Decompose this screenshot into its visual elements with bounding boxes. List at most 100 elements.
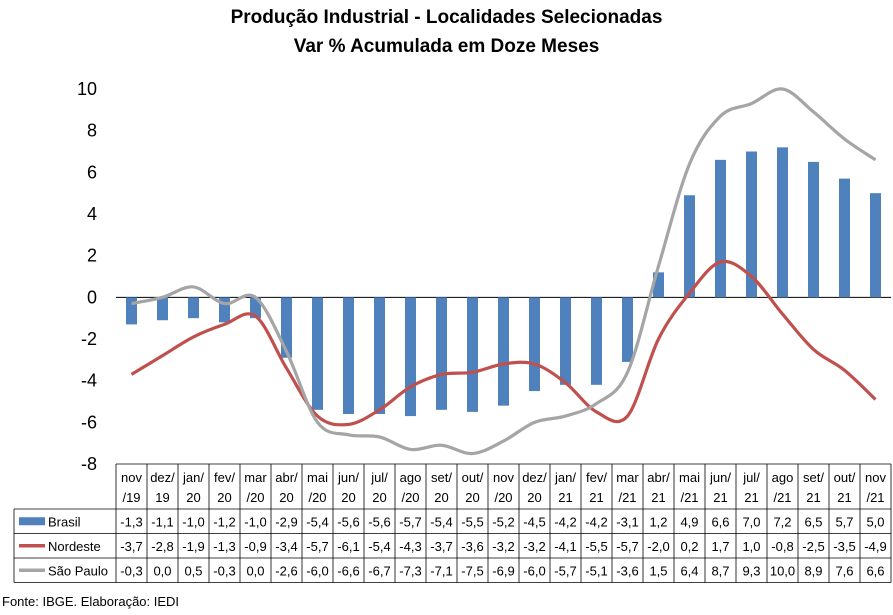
data-label: -4,2 <box>554 514 576 529</box>
bar-brasil <box>560 297 571 385</box>
data-label: -2,8 <box>151 539 173 554</box>
x-tick-label: 21 <box>744 490 758 505</box>
x-tick-label: 20 <box>465 490 479 505</box>
bar-brasil <box>870 193 881 298</box>
data-label: 4,9 <box>680 514 698 529</box>
x-tick-label: 21 <box>806 490 820 505</box>
x-tick-label: nov <box>865 470 886 485</box>
data-label: -4,5 <box>523 514 545 529</box>
x-tick-label: 21 <box>558 490 572 505</box>
data-label: -3,2 <box>523 539 545 554</box>
data-label: 6,5 <box>804 514 822 529</box>
x-tick-label: mar <box>244 470 267 485</box>
data-label: -5,6 <box>368 514 390 529</box>
data-label: 0,5 <box>184 563 202 578</box>
data-label: -1,3 <box>120 514 142 529</box>
data-label: -5,1 <box>585 563 607 578</box>
bar-brasil <box>684 195 695 298</box>
x-tick-label: 20 <box>217 490 231 505</box>
bar-brasil <box>281 297 292 358</box>
legend-label: São Paulo <box>48 563 108 578</box>
data-label: 6,6 <box>711 514 729 529</box>
y-tick-label: 0 <box>87 287 97 307</box>
data-label: -1,9 <box>182 539 204 554</box>
y-tick-label: -4 <box>81 371 97 391</box>
chart-subtitle: Var % Acumulada em Doze Meses <box>293 36 600 57</box>
x-tick-label: /20 <box>308 490 326 505</box>
x-tick-label: 20 <box>341 490 355 505</box>
x-tick-label: 20 <box>434 490 448 505</box>
bar-brasil <box>126 297 137 325</box>
data-label: -3,6 <box>616 563 638 578</box>
x-tick-label: set/ <box>431 470 452 485</box>
data-label: -6,1 <box>337 539 359 554</box>
x-tick-label: jan/ <box>554 470 576 485</box>
data-label: -2,6 <box>275 563 297 578</box>
data-label: -5,7 <box>306 539 328 554</box>
data-label: -3,7 <box>430 539 452 554</box>
x-tick-label: /20 <box>401 490 419 505</box>
data-label: 7,6 <box>835 563 853 578</box>
data-label: -6,0 <box>523 563 545 578</box>
x-tick-label: /21 <box>866 490 884 505</box>
bar-brasil <box>467 297 478 412</box>
data-label: -0,3 <box>213 563 235 578</box>
data-label: 0,0 <box>246 563 264 578</box>
bar-brasil <box>591 297 602 385</box>
data-label: 7,2 <box>773 514 791 529</box>
data-label: 5,0 <box>866 514 884 529</box>
x-tick-label: fev/ <box>586 470 607 485</box>
x-tick-label: mai <box>679 470 700 485</box>
data-label: 10,0 <box>770 563 795 578</box>
x-tick-label: abr/ <box>275 470 298 485</box>
x-tick-label: jun/ <box>337 470 359 485</box>
data-label: -5,2 <box>492 514 514 529</box>
chart-title: Produção Industrial - Localidades Seleci… <box>230 7 663 28</box>
data-label: -5,4 <box>430 514 452 529</box>
data-label: -0,8 <box>771 539 793 554</box>
data-label: -0,9 <box>244 539 266 554</box>
data-label: 1,2 <box>649 514 667 529</box>
data-label: -2,9 <box>275 514 297 529</box>
data-label: 0,0 <box>153 563 171 578</box>
data-label: -1,1 <box>151 514 173 529</box>
data-label: -3,1 <box>616 514 638 529</box>
data-label: -4,3 <box>399 539 421 554</box>
data-label: -4,9 <box>864 539 886 554</box>
x-tick-label: 20 <box>527 490 541 505</box>
data-label: -6,0 <box>306 563 328 578</box>
data-label: -3,5 <box>833 539 855 554</box>
x-tick-label: out/ <box>834 470 856 485</box>
bar-brasil <box>436 297 447 410</box>
bar-brasil <box>188 297 199 319</box>
data-label: -1,0 <box>244 514 266 529</box>
x-tick-label: mar <box>616 470 639 485</box>
bar-brasil <box>250 297 261 319</box>
x-tick-label: dez/ <box>150 470 175 485</box>
bar-brasil <box>343 297 354 414</box>
y-tick-label: -6 <box>81 412 97 432</box>
data-label: -5,7 <box>399 514 421 529</box>
data-label: -6,9 <box>492 563 514 578</box>
data-label: -5,5 <box>461 514 483 529</box>
x-tick-label: jul/ <box>742 470 760 485</box>
line-s-o-paulo <box>131 87 877 456</box>
data-label: 1,0 <box>742 539 760 554</box>
bar-brasil <box>405 297 416 417</box>
data-label: 6,4 <box>680 563 698 578</box>
data-label: 9,3 <box>742 563 760 578</box>
data-label: -2,5 <box>802 539 824 554</box>
x-tick-label: jun/ <box>709 470 731 485</box>
bar-brasil <box>839 178 850 298</box>
data-label: -7,3 <box>399 563 421 578</box>
bar-brasil <box>529 297 540 392</box>
bar-brasil <box>219 297 230 323</box>
data-label: -1,3 <box>213 539 235 554</box>
data-label: -3,6 <box>461 539 483 554</box>
x-tick-label: jul/ <box>370 470 388 485</box>
data-label: -1,0 <box>182 514 204 529</box>
data-label: 1,7 <box>711 539 729 554</box>
x-tick-label: nov <box>493 470 514 485</box>
data-label: -7,5 <box>461 563 483 578</box>
data-label: 8,7 <box>711 563 729 578</box>
